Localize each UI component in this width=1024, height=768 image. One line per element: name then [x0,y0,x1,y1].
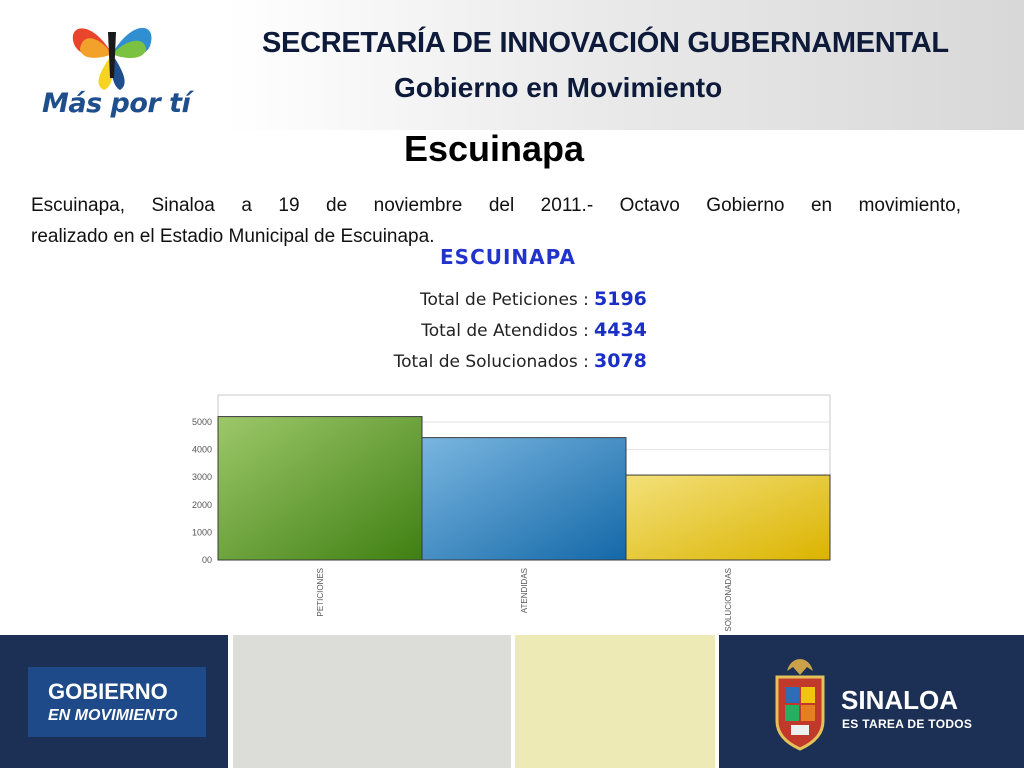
y-tick-label: 4000 [192,445,212,455]
x-tick-label: SOLUCIONADAS [724,568,733,632]
bar-peticiones [217,416,423,561]
stat-row-atendidos: Total de Atendidos : 4434 [300,319,660,349]
footer: GOBIERNO EN MOVIMIENTO SINALOA ES TAREA … [0,635,1024,768]
bar-atendidas [421,437,627,561]
stat-row-peticiones: Total de Peticiones : 5196 [300,288,660,318]
sinaloa-coat-of-arms-icon [775,659,825,751]
butterfly-logo-icon [72,27,152,90]
stat-label: Total de Atendidos : [421,321,589,341]
x-tick-label: PETICIONES [316,568,325,616]
location-heading: Escuinapa [404,128,585,169]
stat-value: 5196 [594,288,647,310]
x-tick-label: ATENDIDAS [520,568,529,613]
stat-label: Total de Solucionados : [393,352,589,372]
page-title: SECRETARÍA DE INNOVACIÓN GUBERNAMENTAL [262,27,949,59]
footer-right-panel: SINALOA ES TAREA DE TODOS [719,635,1024,768]
bar-solucionadas [625,474,831,561]
description-line-2: realizado en el Estadio Municipal de Esc… [31,226,435,247]
description-line-1: Escuinapa, Sinaloa a 19 de noviembre del… [31,195,961,216]
footer-left-line-2: EN MOVIMIENTO [48,707,178,724]
page-subtitle: Gobierno en Movimiento [394,72,723,103]
stat-value: 3078 [594,350,647,372]
stat-value: 4434 [594,319,647,341]
footer-gray-panel [233,635,511,768]
y-tick-label: 5000 [192,417,212,427]
stats-title: ESCUINAPA [440,245,576,269]
mas-por-ti-logo: Más por tí [0,0,222,130]
y-tick-label: 00 [202,555,212,565]
footer-left-line-1: GOBIERNO [48,679,168,704]
y-tick-label: 1000 [192,527,212,537]
footer-yellow-panel [515,635,715,768]
description: Escuinapa, Sinaloa a 19 de noviembre del… [31,190,961,252]
footer-left-panel: GOBIERNO EN MOVIMIENTO [0,635,228,768]
logo-text: Más por tí [42,88,191,119]
footer-right-line-2: ES TAREA DE TODOS [842,717,973,731]
stat-row-solucionados: Total de Solucionados : 3078 [300,350,660,380]
footer-right-line-1: SINALOA [841,685,958,715]
gobierno-en-movimiento-logo: GOBIERNO EN MOVIMIENTO [28,667,206,737]
y-tick-label: 3000 [192,472,212,482]
stat-label: Total de Peticiones : [419,290,589,310]
y-tick-label: 2000 [192,500,212,510]
bar-chart: 00 1000 2000 3000 4000 5000 PETICIONES ATENDID… [192,394,831,632]
